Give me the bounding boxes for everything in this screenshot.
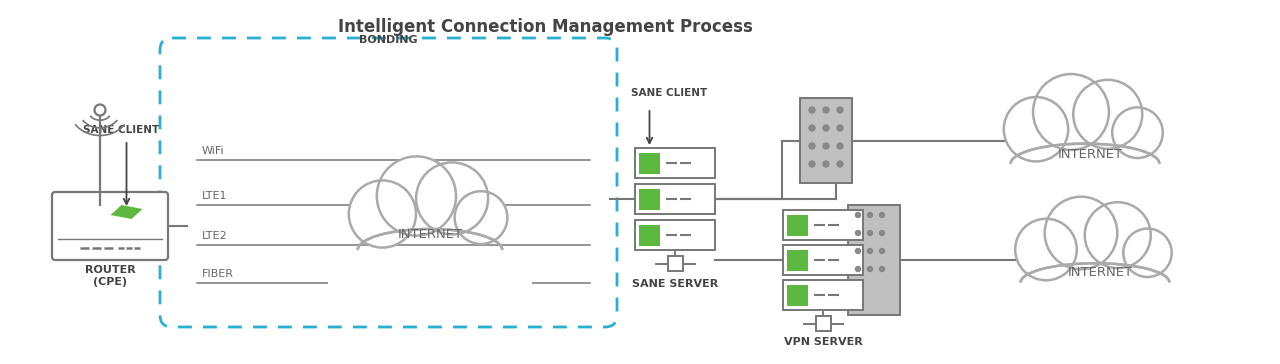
FancyBboxPatch shape — [787, 285, 808, 305]
FancyBboxPatch shape — [52, 192, 168, 260]
FancyBboxPatch shape — [783, 245, 863, 275]
FancyBboxPatch shape — [998, 282, 1192, 337]
Circle shape — [868, 266, 873, 272]
Circle shape — [809, 107, 815, 113]
Circle shape — [348, 181, 416, 248]
Circle shape — [809, 125, 815, 131]
Circle shape — [855, 213, 860, 218]
Text: VPN SERVER: VPN SERVER — [783, 337, 863, 347]
FancyBboxPatch shape — [639, 153, 660, 174]
FancyBboxPatch shape — [337, 250, 524, 310]
Text: INTERNET: INTERNET — [1057, 149, 1123, 162]
Circle shape — [95, 104, 105, 115]
Circle shape — [809, 143, 815, 149]
FancyBboxPatch shape — [980, 162, 1190, 231]
Circle shape — [1073, 80, 1142, 149]
FancyBboxPatch shape — [815, 316, 831, 331]
Text: SANE CLIENT: SANE CLIENT — [83, 125, 160, 135]
FancyBboxPatch shape — [787, 249, 808, 270]
Circle shape — [855, 230, 860, 236]
FancyBboxPatch shape — [849, 205, 900, 315]
Circle shape — [1112, 107, 1162, 158]
Circle shape — [823, 125, 829, 131]
FancyBboxPatch shape — [635, 220, 716, 250]
Circle shape — [376, 157, 456, 236]
FancyBboxPatch shape — [783, 280, 863, 310]
FancyBboxPatch shape — [800, 98, 852, 183]
Text: INTERNET: INTERNET — [397, 229, 462, 241]
Circle shape — [868, 230, 873, 236]
Polygon shape — [110, 205, 142, 219]
Text: LTE2: LTE2 — [202, 231, 228, 241]
Text: SANE CLIENT: SANE CLIENT — [631, 88, 708, 98]
Circle shape — [1044, 197, 1117, 269]
Circle shape — [879, 266, 884, 272]
Text: WiFi: WiFi — [202, 146, 224, 156]
FancyBboxPatch shape — [988, 164, 1181, 221]
Circle shape — [837, 161, 844, 167]
Circle shape — [855, 266, 860, 272]
Circle shape — [1084, 202, 1151, 268]
Circle shape — [879, 230, 884, 236]
Circle shape — [879, 213, 884, 218]
Circle shape — [823, 107, 829, 113]
Circle shape — [809, 161, 815, 167]
Text: ROUTER
(CPE): ROUTER (CPE) — [84, 265, 136, 286]
FancyBboxPatch shape — [787, 214, 808, 236]
Circle shape — [454, 191, 507, 244]
FancyBboxPatch shape — [639, 225, 660, 245]
Circle shape — [879, 249, 884, 253]
FancyBboxPatch shape — [328, 248, 532, 320]
Circle shape — [868, 249, 873, 253]
Circle shape — [1124, 229, 1171, 277]
FancyBboxPatch shape — [667, 256, 682, 271]
FancyBboxPatch shape — [635, 184, 716, 214]
Circle shape — [837, 125, 844, 131]
Circle shape — [823, 143, 829, 149]
Circle shape — [1033, 74, 1108, 150]
FancyBboxPatch shape — [635, 148, 716, 178]
Text: BONDING: BONDING — [360, 35, 417, 45]
Circle shape — [1015, 219, 1076, 280]
Text: FIBER: FIBER — [202, 269, 234, 279]
Circle shape — [837, 107, 844, 113]
Circle shape — [1004, 97, 1069, 162]
FancyBboxPatch shape — [639, 189, 660, 210]
Circle shape — [823, 161, 829, 167]
Circle shape — [837, 143, 844, 149]
Circle shape — [416, 162, 488, 234]
Circle shape — [868, 213, 873, 218]
Text: LTE1: LTE1 — [202, 191, 228, 201]
Text: SANE SERVER: SANE SERVER — [632, 279, 718, 289]
FancyBboxPatch shape — [783, 210, 863, 240]
Text: INTERNET: INTERNET — [1068, 266, 1133, 280]
FancyBboxPatch shape — [989, 281, 1201, 347]
Text: Intelligent Connection Management Process: Intelligent Connection Management Proces… — [338, 18, 753, 36]
Circle shape — [855, 249, 860, 253]
